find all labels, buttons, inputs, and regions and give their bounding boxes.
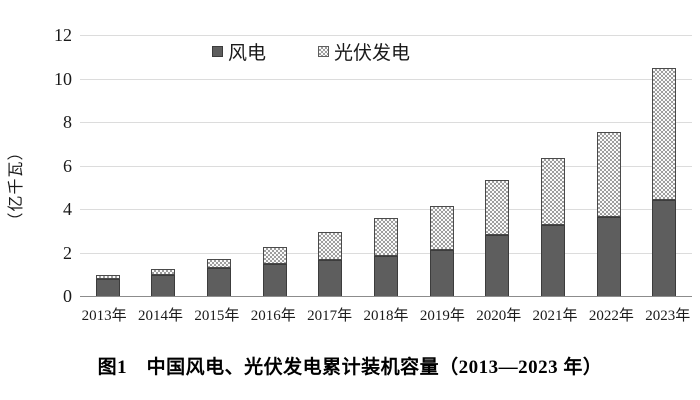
bar-segment-solar: [652, 68, 677, 200]
bar-column-2014年: [136, 35, 192, 296]
solar-legend-swatch-icon: [318, 46, 330, 57]
gridline: [80, 209, 692, 210]
y-axis-tick-labels: 0 2 4 6 8 10 12: [0, 0, 72, 400]
bar-segment-wind: [318, 260, 343, 296]
bar-column-2023年: [636, 35, 692, 296]
bar-column-2013年: [80, 35, 136, 296]
bar-segment-wind: [429, 250, 454, 296]
x-tick-label: 2014年: [138, 308, 184, 324]
y-tick-label: 4: [63, 199, 72, 219]
bar-column-2021年: [525, 35, 581, 296]
y-tick-label: 2: [63, 242, 72, 263]
bar-segment-solar: [207, 259, 232, 268]
bar-segment-solar: [95, 275, 120, 279]
bar-segment-solar: [485, 180, 510, 235]
bar-segment-solar: [151, 269, 176, 275]
legend-label-solar: 光伏发电: [334, 43, 411, 64]
bar-segment-solar: [429, 206, 454, 250]
bar-stack: [207, 259, 232, 296]
bar-segment-solar: [262, 247, 287, 264]
legend-item-solar: 光伏发电: [318, 38, 410, 65]
y-tick-label: 0: [63, 286, 72, 306]
bar-column-2020年: [469, 35, 525, 296]
gridline: [80, 165, 692, 167]
bar-stack: [429, 206, 454, 296]
x-tick-label: 2020年: [476, 308, 522, 324]
x-tick-label: 2021年: [532, 308, 578, 324]
x-axis-tick-labels: 2013年 2014年 2015年 2016年 2017年 2018年 2019年 2020年…: [76, 304, 696, 325]
x-tick-label: 2023年: [645, 308, 691, 324]
bar-stack: [374, 218, 399, 296]
bar-stack: [540, 158, 565, 296]
x-tick-label: 2016年: [250, 308, 296, 324]
bar-segment-wind: [207, 268, 232, 296]
bar-column-2018年: [358, 35, 414, 296]
bar-segment-wind: [540, 225, 565, 296]
bar-segment-wind: [151, 275, 176, 296]
x-tick-label: 2017年: [307, 308, 353, 324]
y-tick-label: 12: [54, 25, 72, 45]
bar-segment-wind: [374, 256, 399, 296]
bars-area: [80, 35, 692, 296]
bar-stack: [652, 68, 677, 296]
bar-segment-solar: [318, 232, 343, 260]
gridline: [80, 78, 692, 80]
bar-column-2022年: [581, 35, 637, 296]
bar-segment-wind: [485, 235, 510, 296]
y-tick-label: 8: [63, 112, 72, 132]
wind-legend-swatch-icon: [212, 46, 223, 57]
gridline: [80, 35, 692, 36]
bar-column-2017年: [303, 35, 359, 296]
gridline: [80, 122, 692, 123]
bar-stack: [151, 269, 176, 296]
bar-stack: [596, 132, 621, 296]
bar-segment-solar: [596, 132, 621, 217]
bar-segment-wind: [95, 279, 120, 296]
bar-column-2019年: [414, 35, 470, 296]
x-tick-label: 2013年: [81, 308, 127, 324]
y-axis-title: （亿千瓦）: [8, 143, 25, 229]
bar-segment-wind: [262, 264, 287, 296]
x-tick-label: 2018年: [363, 308, 409, 324]
x-tick-label: 2019年: [419, 308, 465, 324]
bar-column-2016年: [247, 35, 303, 296]
bar-segment-solar: [374, 218, 399, 256]
bar-stack: [485, 180, 510, 296]
y-tick-label: 10: [54, 68, 72, 89]
legend-item-wind: 风电: [212, 38, 266, 65]
bar-stack: [318, 232, 343, 296]
y-tick-label: 6: [63, 155, 72, 176]
x-tick-label: 2022年: [588, 308, 634, 324]
bar-segment-wind: [596, 217, 621, 296]
x-axis-line: [80, 296, 692, 297]
legend-label-wind: 风电: [228, 43, 267, 64]
chart-legend: 风电 光伏发电: [212, 38, 410, 65]
bar-segment-solar: [540, 158, 565, 225]
bar-segment-wind: [652, 200, 677, 296]
x-tick-label: 2015年: [194, 308, 240, 324]
bar-stack: [262, 247, 287, 296]
bar-column-2015年: [191, 35, 247, 296]
figure-caption: 图1 中国风电、光伏发电累计装机容量（2013—2023 年）: [97, 357, 603, 378]
bar-stack: [95, 275, 120, 296]
